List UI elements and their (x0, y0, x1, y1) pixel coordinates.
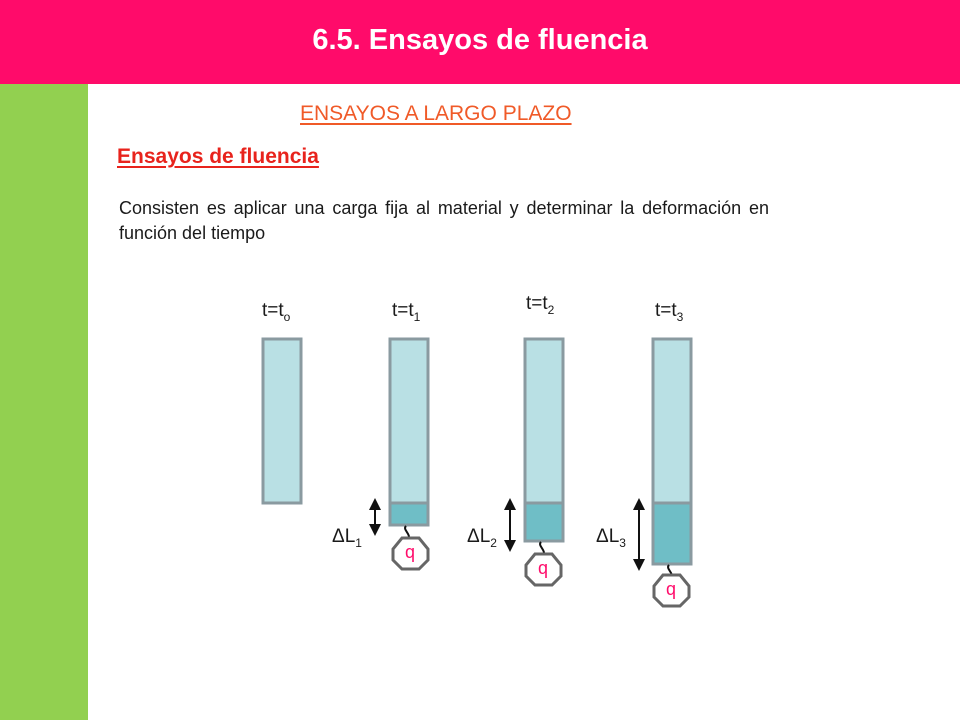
load-weight (652, 573, 691, 608)
load-weight (524, 552, 563, 587)
specimen-t3: t=t3 ΔL3 q (596, 300, 693, 608)
elongation-subscript: 3 (619, 536, 626, 550)
specimen-t1: t=t1 ΔL1 q (332, 300, 430, 571)
time-subscript: o (284, 310, 291, 324)
load-label: q (666, 579, 676, 599)
svg-text:ΔL1: ΔL1 (332, 526, 362, 550)
specimen-bar (388, 337, 430, 505)
elongation-label: ΔL (596, 526, 619, 547)
elongation-segment (651, 501, 693, 566)
time-subscript: 3 (677, 310, 684, 324)
time-label: t=t (392, 300, 414, 321)
time-label: t=t (262, 300, 284, 321)
specimen-t0: t=to (261, 300, 303, 505)
description-text: Consisten es aplicar una carga fija al m… (119, 198, 769, 243)
specimen-bar (651, 337, 693, 505)
section-heading: Ensayos de fluencia (117, 145, 319, 168)
svg-text:t=t2: t=t2 (526, 293, 555, 317)
subtitle: ENSAYOS A LARGO PLAZO (300, 102, 572, 125)
specimen-bar (523, 337, 565, 505)
load-label: q (538, 558, 548, 578)
load-label: q (405, 542, 415, 562)
specimen-t2: t=t2 ΔL2 q (467, 293, 565, 587)
specimen-bar (261, 337, 303, 505)
elongation-segment (388, 501, 430, 527)
load-weight (391, 536, 430, 571)
slide-title: 6.5. Ensayos de fluencia (312, 24, 648, 56)
svg-text:t=t1: t=t1 (392, 300, 421, 324)
svg-text:t=t3: t=t3 (655, 300, 684, 324)
sidebar-accent (0, 84, 88, 720)
time-label: t=t (526, 293, 548, 314)
svg-text:t=to: t=to (262, 300, 291, 324)
time-label: t=t (655, 300, 677, 321)
header-bar (0, 0, 960, 84)
elongation-subscript: 2 (490, 536, 497, 550)
elongation-subscript: 1 (355, 536, 362, 550)
svg-text:ΔL3: ΔL3 (596, 526, 626, 550)
elongation-label: ΔL (332, 526, 355, 547)
svg-text:ΔL2: ΔL2 (467, 526, 497, 550)
time-subscript: 2 (548, 303, 555, 317)
elongation-label: ΔL (467, 526, 490, 547)
time-subscript: 1 (414, 310, 421, 324)
elongation-segment (523, 501, 565, 543)
